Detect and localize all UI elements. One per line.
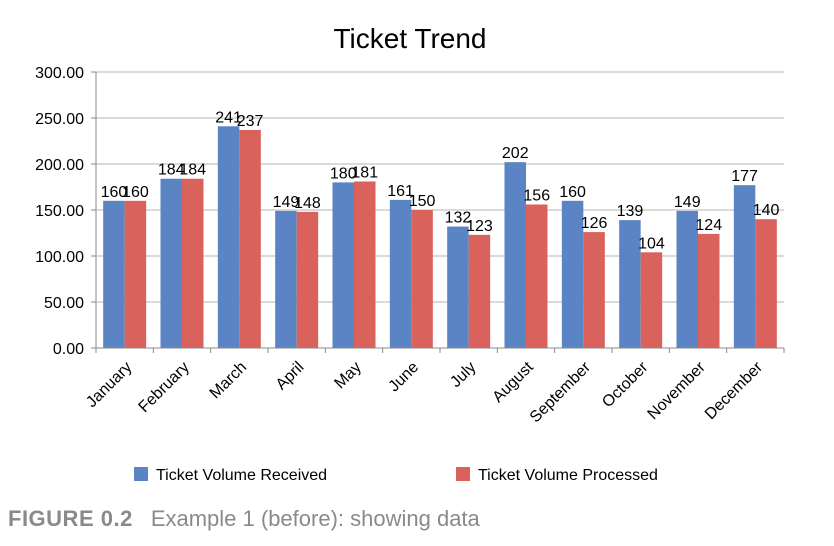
bar xyxy=(275,210,297,348)
data-label: 149 xyxy=(674,194,701,211)
data-label: 150 xyxy=(409,193,436,210)
bar xyxy=(526,204,548,348)
x-tick-label: April xyxy=(273,359,308,394)
data-label: 161 xyxy=(387,183,414,200)
legend: Ticket Volume Received Ticket Volume Proc… xyxy=(134,467,658,484)
bar xyxy=(561,200,584,348)
data-label: 160 xyxy=(101,184,128,201)
data-label: 177 xyxy=(731,168,758,185)
data-label: 124 xyxy=(695,217,722,234)
y-tick-label: 250.00 xyxy=(35,111,84,128)
x-tick-label: February xyxy=(136,359,193,416)
bar xyxy=(182,178,204,348)
y-axis: 0.00 50.00 100.00 150.00 200.00 250.00 300.00 xyxy=(35,65,97,358)
y-tick-label: 100.00 xyxy=(35,249,84,266)
bar xyxy=(160,178,182,348)
y-tick-label: 200.00 xyxy=(35,157,84,174)
bar xyxy=(698,233,720,348)
figure-label: FIGURE 0.2 xyxy=(8,506,133,531)
data-label: 149 xyxy=(273,194,300,211)
data-label: 202 xyxy=(502,145,529,162)
data-label: 180 xyxy=(330,165,357,182)
chart-title: Ticket Trend xyxy=(333,23,486,54)
data-label: 160 xyxy=(559,184,586,201)
data-label: 181 xyxy=(351,164,378,181)
data-label: 160 xyxy=(122,184,149,201)
bar xyxy=(411,210,433,348)
bar xyxy=(676,210,698,348)
bar xyxy=(504,162,526,348)
x-tick-label: September xyxy=(527,358,595,426)
grid-lines xyxy=(96,71,784,349)
x-tick-label: November xyxy=(645,358,710,423)
legend-label: Ticket Volume Received xyxy=(156,467,327,484)
legend-swatch xyxy=(456,467,470,481)
x-tick-label: June xyxy=(386,359,423,396)
x-tick-label: December xyxy=(702,358,767,423)
x-tick-label: March xyxy=(207,359,250,402)
data-label: 241 xyxy=(215,109,242,126)
y-tick-label: 0.00 xyxy=(53,341,84,358)
bar xyxy=(755,219,777,348)
data-label: 184 xyxy=(179,162,206,179)
bar xyxy=(389,199,412,348)
chart: Ticket Trend 0.00 50.00 100.00 150.00 200.00… xyxy=(35,23,785,484)
bar xyxy=(733,185,756,348)
bar xyxy=(447,226,469,348)
figure-caption-text: Example 1 (before): showing data xyxy=(150,506,480,531)
data-label: 140 xyxy=(753,202,780,219)
bar xyxy=(296,211,319,348)
data-label: 132 xyxy=(445,210,472,227)
bar xyxy=(217,126,240,348)
legend-swatch xyxy=(134,467,148,481)
bar xyxy=(124,200,147,348)
x-tick-label: August xyxy=(490,358,538,406)
figure-caption: FIGURE 0.2 Example 1 (before): showing da… xyxy=(8,506,480,532)
data-label: 123 xyxy=(466,218,493,235)
bar xyxy=(619,220,641,348)
data-label: 148 xyxy=(294,195,321,212)
x-tick-label: October xyxy=(599,358,652,411)
y-tick-label: 300.00 xyxy=(35,65,84,82)
data-label: 139 xyxy=(617,203,644,220)
y-tick-label: 50.00 xyxy=(44,295,84,312)
bar xyxy=(332,182,354,348)
data-label: 237 xyxy=(237,113,264,130)
bar xyxy=(468,234,491,348)
bar xyxy=(640,252,663,348)
data-label: 104 xyxy=(638,235,665,252)
x-tick-label: January xyxy=(83,359,135,411)
data-label: 156 xyxy=(523,187,550,204)
x-tick-label: May xyxy=(331,359,364,392)
bar xyxy=(239,129,261,348)
data-label: 184 xyxy=(158,162,185,179)
legend-label: Ticket Volume Processed xyxy=(478,467,658,484)
x-axis: January February March April May June July Augu… xyxy=(83,347,785,426)
data-label: 126 xyxy=(581,215,608,232)
bars xyxy=(103,126,777,348)
bar xyxy=(103,200,125,348)
bar xyxy=(354,181,376,348)
y-tick-label: 150.00 xyxy=(35,203,84,220)
bar xyxy=(583,232,605,348)
data-labels: 160 184 241 149 180 161 132 202 160 139 149 177 160 1… xyxy=(101,109,780,252)
x-tick-label: July xyxy=(447,359,479,391)
